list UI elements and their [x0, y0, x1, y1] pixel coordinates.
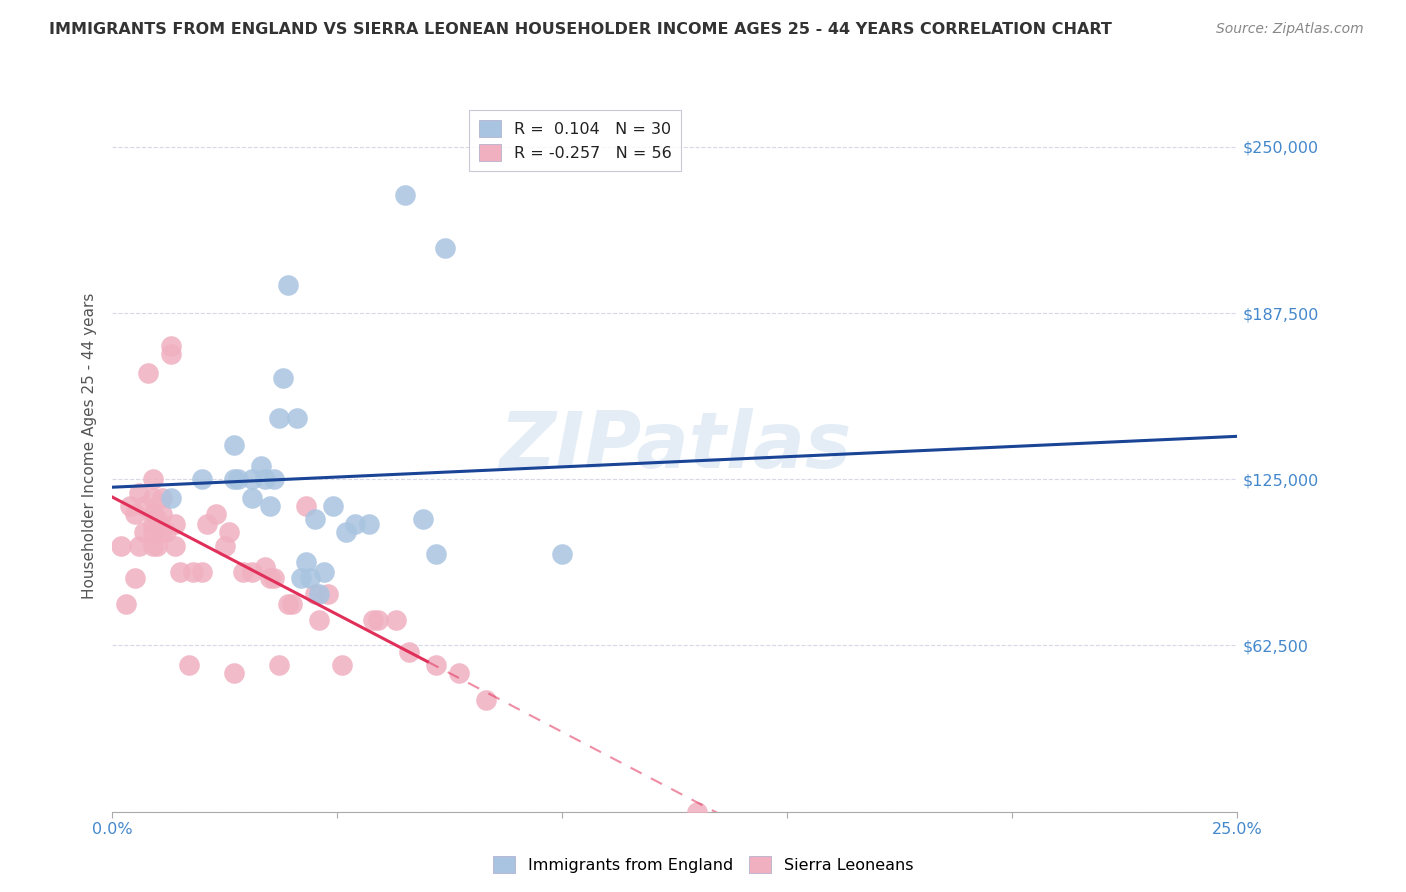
Point [115, 597, 138, 611]
Point [281, 597, 304, 611]
Point [263, 571, 285, 585]
Point [344, 517, 367, 532]
Point [177, 658, 200, 673]
Point [259, 571, 281, 585]
Point [254, 472, 277, 486]
Point [146, 512, 169, 526]
Text: Source: ZipAtlas.com: Source: ZipAtlas.com [1216, 22, 1364, 37]
Point [267, 658, 290, 673]
Point [330, 658, 353, 673]
Point [142, 539, 165, 553]
Point [222, 472, 245, 486]
Point [183, 566, 205, 580]
Point [160, 491, 183, 505]
Point [447, 666, 470, 681]
Point [169, 566, 191, 580]
Point [165, 539, 187, 553]
Text: ZIPatlas: ZIPatlas [499, 408, 851, 484]
Point [142, 507, 165, 521]
Point [295, 499, 318, 513]
Legend: Immigrants from England, Sierra Leoneans: Immigrants from England, Sierra Leoneans [486, 849, 920, 880]
Point [228, 472, 250, 486]
Point [146, 539, 169, 553]
Point [155, 525, 177, 540]
Point [290, 571, 312, 585]
Point [277, 597, 299, 611]
Point [551, 547, 574, 561]
Point [214, 539, 236, 553]
Point [263, 472, 285, 486]
Point [259, 499, 281, 513]
Point [304, 586, 326, 600]
Point [335, 525, 357, 540]
Legend: R =  0.104   N = 30, R = -0.257   N = 56: R = 0.104 N = 30, R = -0.257 N = 56 [470, 111, 682, 170]
Point [299, 571, 322, 585]
Point [240, 472, 263, 486]
Point [240, 566, 263, 580]
Point [412, 512, 434, 526]
Point [222, 438, 245, 452]
Point [128, 485, 150, 500]
Point [222, 666, 245, 681]
Point [304, 512, 326, 526]
Point [232, 566, 254, 580]
Point [322, 499, 344, 513]
Point [363, 613, 385, 627]
Point [308, 613, 330, 627]
Point [434, 241, 457, 255]
Point [132, 525, 155, 540]
Point [120, 499, 142, 513]
Point [308, 586, 330, 600]
Point [398, 645, 420, 659]
Y-axis label: Householder Income Ages 25 - 44 years: Householder Income Ages 25 - 44 years [82, 293, 97, 599]
Text: IMMIGRANTS FROM ENGLAND VS SIERRA LEONEAN HOUSEHOLDER INCOME AGES 25 - 44 YEARS : IMMIGRANTS FROM ENGLAND VS SIERRA LEONEA… [49, 22, 1112, 37]
Point [357, 517, 380, 532]
Point [142, 472, 165, 486]
Point [132, 499, 155, 513]
Point [160, 339, 183, 353]
Point [191, 472, 214, 486]
Point [254, 560, 277, 574]
Point [124, 507, 146, 521]
Point [142, 491, 165, 505]
Point [277, 278, 299, 293]
Point [394, 187, 416, 202]
Point [124, 571, 146, 585]
Point [165, 517, 187, 532]
Point [318, 586, 340, 600]
Point [240, 491, 263, 505]
Point [142, 525, 165, 540]
Point [385, 613, 408, 627]
Point [142, 517, 165, 532]
Point [191, 566, 214, 580]
Point [312, 566, 335, 580]
Point [267, 411, 290, 425]
Point [138, 366, 160, 380]
Point [250, 458, 273, 473]
Point [295, 555, 318, 569]
Point [205, 507, 228, 521]
Point [686, 805, 709, 819]
Point [475, 693, 498, 707]
Point [285, 411, 308, 425]
Point [425, 658, 447, 673]
Point [218, 525, 240, 540]
Point [195, 517, 218, 532]
Point [425, 547, 447, 561]
Point [150, 507, 173, 521]
Point [110, 539, 132, 553]
Point [128, 539, 150, 553]
Point [150, 491, 173, 505]
Point [160, 347, 183, 361]
Point [367, 613, 389, 627]
Point [150, 525, 173, 540]
Point [273, 371, 295, 385]
